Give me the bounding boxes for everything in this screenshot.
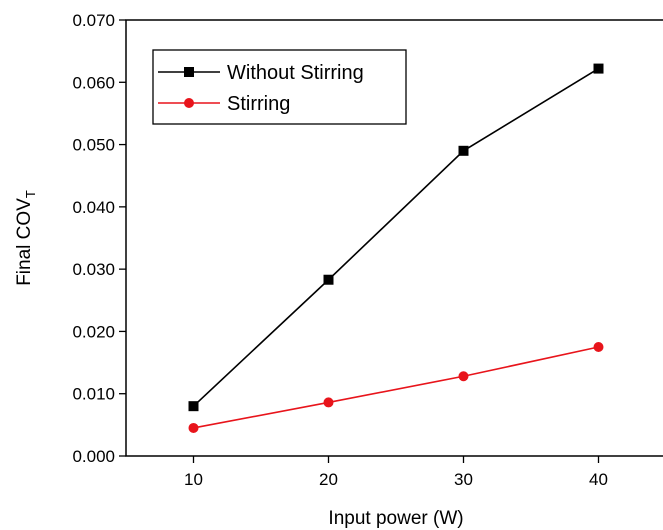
legend-items: Without Stirring Stirring xyxy=(158,62,364,115)
legend: Without Stirring Stirring xyxy=(152,49,407,125)
legend-marker xyxy=(184,98,194,108)
series-line xyxy=(192,67,599,407)
x-tick-label: 10 xyxy=(184,470,203,489)
x-axis-label: Input power (W) xyxy=(328,508,463,529)
y-axis-label: Final COVT xyxy=(14,190,38,286)
data-point xyxy=(458,145,469,156)
y-axis: 0.000 0.010 0.020 0.030 0.040 0.050 0.060 0.070 xyxy=(72,11,126,466)
series-0 xyxy=(188,63,604,412)
series-line xyxy=(193,346,599,429)
y-axis-label-main: Final COV xyxy=(14,198,35,286)
legend-marker xyxy=(184,67,194,77)
y-tick-label: 0.020 xyxy=(72,322,115,341)
data-point xyxy=(593,342,604,352)
y-tick-label: 0.050 xyxy=(72,136,115,155)
y-axis-label-subscript: T xyxy=(23,190,38,198)
x-tick-label: 20 xyxy=(319,470,338,489)
x-tick-label: 30 xyxy=(454,470,473,489)
data-point xyxy=(188,422,199,433)
plot-frame xyxy=(125,19,663,457)
series-layer xyxy=(188,63,604,433)
data-point xyxy=(593,63,604,74)
x-tick-label: 40 xyxy=(589,470,608,489)
data-point xyxy=(458,371,469,382)
data-point xyxy=(323,274,334,285)
data-point xyxy=(323,397,334,408)
data-point xyxy=(188,401,199,412)
legend-box xyxy=(152,49,407,125)
y-tick-label: 0.060 xyxy=(72,73,115,92)
series-1 xyxy=(188,342,604,433)
y-tick-label: 0.000 xyxy=(72,447,115,466)
legend-label: Stirring xyxy=(227,93,290,115)
legend-label: Without Stirring xyxy=(227,62,364,84)
y-tick-label: 0.010 xyxy=(72,385,115,404)
y-tick-label: 0.040 xyxy=(72,198,115,217)
x-axis: 10 20 30 40 xyxy=(184,456,608,489)
y-tick-label: 0.030 xyxy=(72,260,115,279)
y-tick-label: 0.070 xyxy=(72,11,115,30)
